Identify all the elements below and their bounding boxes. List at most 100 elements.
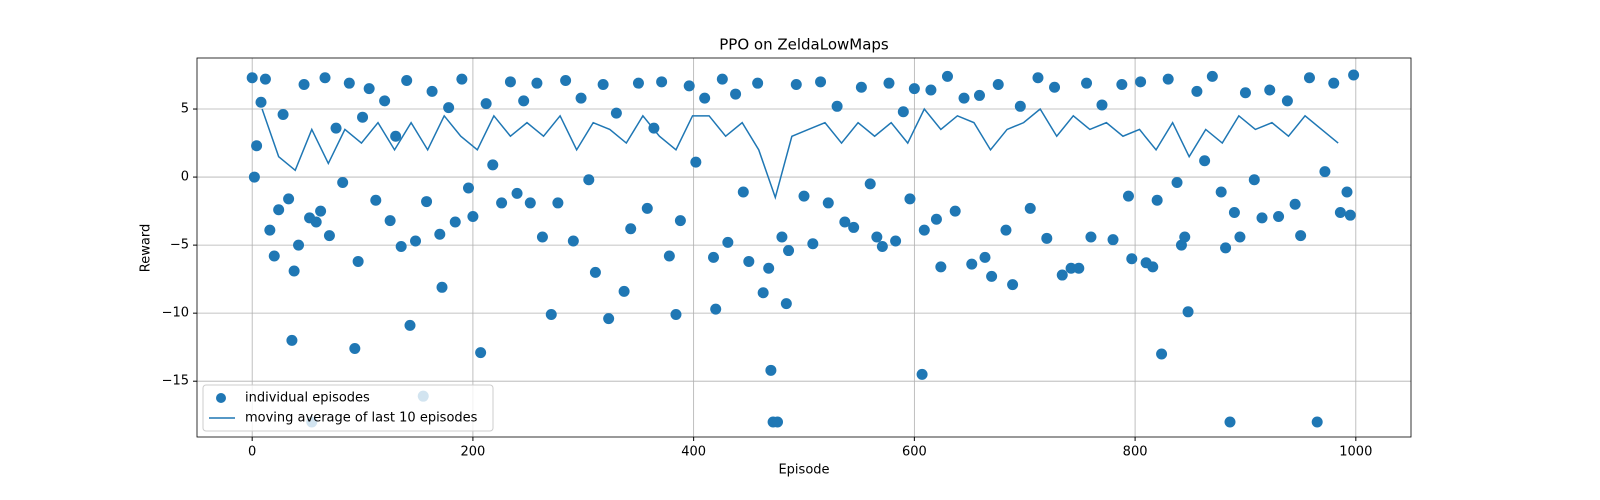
- scatter-point: [783, 245, 795, 257]
- scatter-point: [449, 216, 461, 228]
- scatter-point: [683, 80, 695, 92]
- scatter-point: [255, 96, 267, 108]
- scatter-point: [663, 250, 675, 262]
- scatter-point: [467, 211, 479, 223]
- scatter-point: [1151, 194, 1163, 206]
- scatter-point: [610, 107, 622, 119]
- x-tick-label: 0: [248, 445, 256, 460]
- scatter-point: [670, 309, 682, 321]
- scatter-point: [251, 140, 263, 152]
- scatter-point: [246, 72, 258, 84]
- scatter-point: [545, 309, 557, 321]
- scatter-point: [1014, 100, 1026, 112]
- scatter-point: [1295, 230, 1307, 242]
- scatter-point: [1228, 206, 1240, 218]
- scatter-point: [807, 238, 819, 250]
- scatter-point: [1281, 95, 1293, 107]
- scatter-point: [722, 236, 734, 248]
- scatter-point: [1000, 224, 1012, 236]
- scatter-point: [293, 239, 305, 251]
- scatter-point: [1081, 77, 1093, 89]
- scatter-point: [1199, 155, 1211, 167]
- scatter-point: [916, 368, 928, 380]
- scatter-point: [337, 177, 349, 189]
- scatter-point: [935, 261, 947, 273]
- scatter-point: [426, 85, 438, 97]
- scatter-point: [1273, 211, 1285, 223]
- scatter-point: [349, 343, 361, 355]
- scatter-point: [323, 230, 335, 242]
- scatter-point: [1220, 242, 1232, 254]
- scatter-point: [958, 92, 970, 104]
- scatter-point: [357, 111, 369, 123]
- scatter-point: [1319, 166, 1331, 178]
- scatter-point: [1156, 348, 1168, 360]
- scatter-point: [743, 255, 755, 267]
- scatter-point: [436, 281, 448, 293]
- scatter-point: [831, 100, 843, 112]
- scatter-point: [536, 231, 548, 243]
- scatter-point: [1348, 69, 1360, 81]
- scatter-point: [625, 223, 637, 235]
- x-axis-label: Episode: [778, 463, 829, 478]
- scatter-point: [1126, 253, 1138, 265]
- scatter-point: [248, 171, 260, 183]
- scatter-point: [1024, 202, 1036, 214]
- scatter-point: [790, 79, 802, 91]
- scatter-point: [632, 77, 644, 89]
- scatter-point: [443, 102, 455, 114]
- scatter-point: [1303, 72, 1315, 84]
- scatter-point: [589, 266, 601, 278]
- scatter-point: [716, 73, 728, 85]
- scatter-point: [1135, 76, 1147, 88]
- scatter-point: [1041, 232, 1053, 244]
- scatter-point: [259, 73, 271, 85]
- scatter-point: [871, 231, 883, 243]
- scatter-point: [384, 215, 396, 227]
- scatter-point: [763, 262, 775, 274]
- scatter-point: [319, 72, 331, 84]
- scatter-point: [1289, 198, 1301, 210]
- scatter-point: [1116, 79, 1128, 91]
- scatter-point: [1096, 99, 1108, 111]
- scatter-point: [864, 178, 876, 190]
- scatter-point: [765, 364, 777, 376]
- plot-frame: [196, 57, 1412, 438]
- y-tick-label: 5: [181, 102, 189, 117]
- scatter-point: [908, 83, 920, 95]
- scatter-point: [264, 224, 276, 236]
- scatter-point: [1224, 416, 1236, 428]
- scatter-point: [1107, 234, 1119, 246]
- scatter-point: [690, 156, 702, 168]
- scatter-point: [487, 159, 499, 171]
- scatter-point: [815, 76, 827, 88]
- scatter-point: [363, 83, 375, 95]
- scatter-point: [583, 174, 595, 186]
- scatter-point: [1191, 85, 1203, 97]
- scatter-point: [848, 221, 860, 233]
- scatter-point: [897, 106, 909, 118]
- scatter-point: [390, 130, 402, 142]
- scatter-point: [966, 258, 978, 270]
- scatter-point: [708, 251, 720, 263]
- scatter-point: [1065, 262, 1077, 274]
- scatter-point: [518, 95, 530, 107]
- scatter-point: [496, 197, 508, 209]
- scatter-point: [1182, 306, 1194, 318]
- scatter-point: [986, 270, 998, 282]
- scatter-point: [370, 194, 382, 206]
- chart-title: PPO on ZeldaLowMaps: [719, 36, 889, 54]
- scatter-point: [1122, 190, 1134, 202]
- scatter-point: [1007, 279, 1019, 291]
- scatter-point: [456, 73, 468, 85]
- legend-label: moving average of last 10 episodes: [245, 411, 478, 426]
- scatter-point: [410, 235, 422, 247]
- scatter-point: [1162, 73, 1174, 85]
- scatter-point: [1239, 87, 1251, 99]
- scatter-point: [656, 76, 668, 88]
- scatter-point: [597, 79, 609, 91]
- x-tick-label: 600: [902, 445, 927, 460]
- scatter-point: [1073, 262, 1085, 274]
- scatter-point: [752, 77, 764, 89]
- scatter-point: [277, 108, 289, 120]
